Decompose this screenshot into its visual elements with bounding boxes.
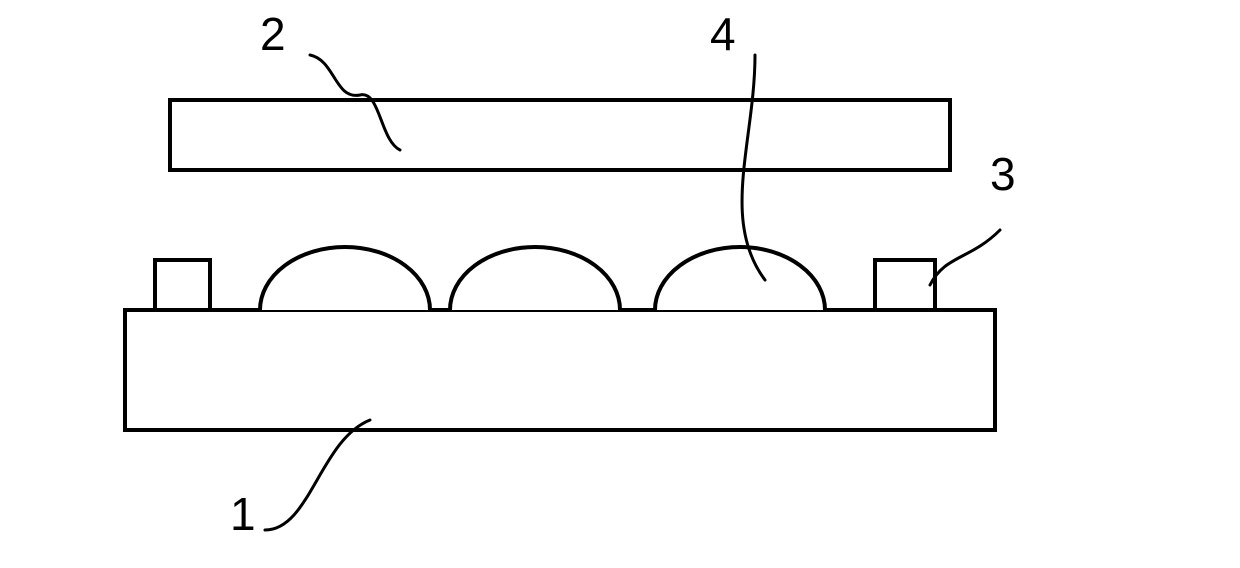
dome-3 xyxy=(655,247,825,310)
label-2: 2 xyxy=(260,8,286,60)
label-3: 3 xyxy=(990,148,1016,200)
label-1: 1 xyxy=(230,488,256,540)
leader-l1 xyxy=(265,420,370,530)
side-block-right xyxy=(875,260,935,310)
dome-1 xyxy=(260,247,430,310)
top-plate xyxy=(170,100,950,170)
side-block-left xyxy=(155,260,210,310)
label-4: 4 xyxy=(710,8,736,60)
bottom-plate xyxy=(125,310,995,430)
leader-l3 xyxy=(930,230,1000,285)
dome-2 xyxy=(450,247,620,310)
